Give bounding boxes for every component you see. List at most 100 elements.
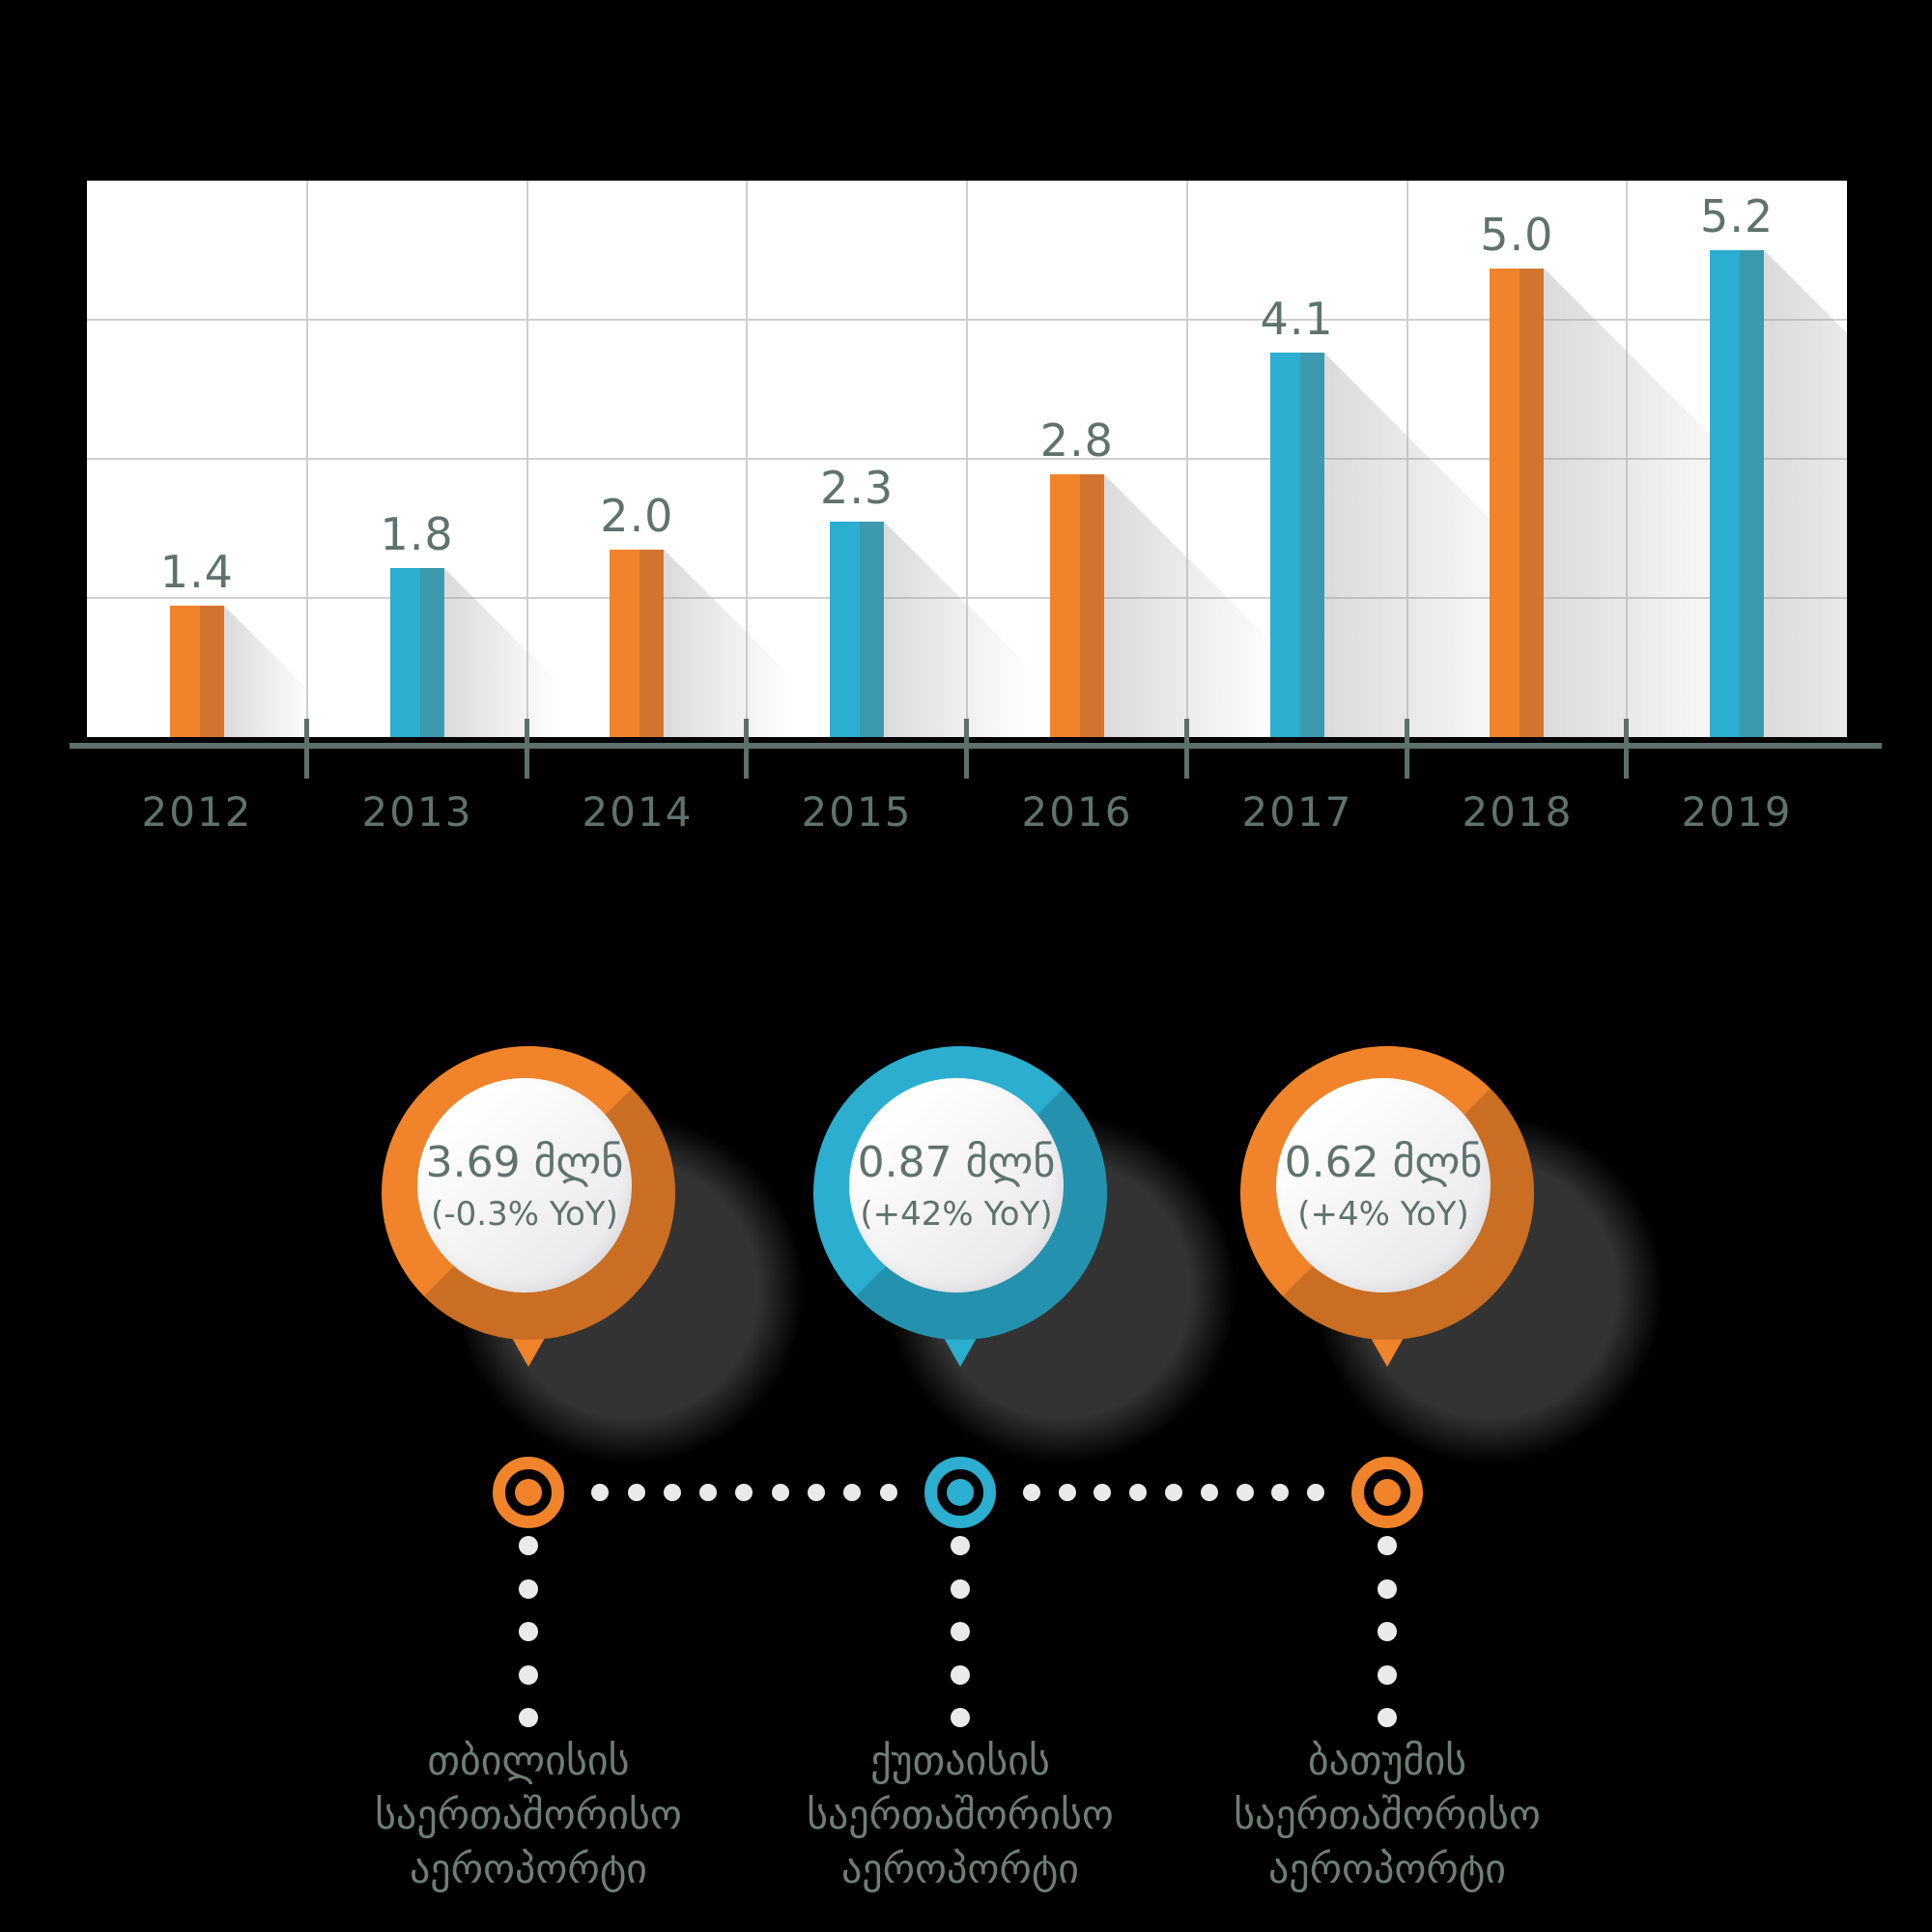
timeline-drop-dot: [951, 1622, 970, 1641]
pin-inner-circle: 3.69 მლნ (-0.3% YoY): [417, 1078, 632, 1293]
timeline-dot: [843, 1484, 862, 1501]
timeline-drop-dot: [519, 1622, 538, 1641]
timeline-drop-dot: [951, 1664, 970, 1685]
location-pin: 0.62 მლნ (+4% YoY): [1240, 1046, 1662, 1463]
x-axis-line: [70, 743, 1882, 749]
timeline-dot: [1129, 1484, 1148, 1501]
timeline-drop-dot: [1378, 1664, 1397, 1685]
timeline-dot: [1022, 1484, 1040, 1501]
grid-line-horizontal: [87, 319, 1847, 321]
timeline-dot: [1271, 1484, 1290, 1501]
bar: [1269, 353, 1324, 737]
timeline-marker-dot: [947, 1479, 974, 1506]
bar: [830, 522, 885, 737]
x-axis-year-label: 2014: [582, 788, 694, 836]
pin-inner-circle: 0.87 მლნ (+42% YoY): [849, 1078, 1064, 1293]
airport-label-line: საერთაშორისო: [375, 1791, 682, 1838]
airport-label: თბილისის საერთაშორისო აეროპორტი: [258, 1734, 799, 1896]
x-axis-year-label: 2018: [1462, 788, 1574, 836]
airport-label-line: აეროპორტი: [409, 1845, 648, 1892]
x-axis-year-label: 2013: [361, 788, 473, 836]
x-axis-tick: [1184, 719, 1189, 779]
timeline-marker-dot: [515, 1479, 542, 1506]
timeline-marker-dot: [1374, 1479, 1401, 1506]
location-pin: 0.87 მლნ (+42% YoY): [813, 1046, 1236, 1463]
timeline-dotted-line: [1005, 1484, 1343, 1501]
pin-value-text: 3.69 მლნ: [425, 1137, 624, 1187]
airport-label-line: საერთაშორისო: [807, 1791, 1114, 1838]
timeline-drop-dot: [519, 1578, 538, 1599]
timeline-drop-dot: [1378, 1536, 1397, 1555]
chart-plot-area: 1.4 1.8 2.0 2.3 2.8 4.1 5.0 5.2: [87, 181, 1847, 737]
timeline-drop-dot: [1378, 1708, 1397, 1727]
airport-label: ქუთაისის საერთაშორისო აეროპორტი: [690, 1734, 1231, 1896]
bar: [1490, 269, 1545, 737]
x-axis-tick: [525, 719, 529, 779]
timeline-dot: [1058, 1484, 1076, 1501]
timeline-dot: [663, 1484, 681, 1501]
timeline-drop-dot: [519, 1708, 538, 1727]
timeline-dot: [1307, 1484, 1325, 1501]
x-axis-year-label: 2019: [1681, 788, 1793, 836]
pin-yoy-text: (+42% YoY): [860, 1194, 1053, 1234]
timeline-dot: [735, 1484, 753, 1501]
timeline-drop-line: [519, 1536, 538, 1727]
timeline-dot: [879, 1484, 897, 1501]
x-axis-tick: [1624, 719, 1629, 779]
pin-value-text: 0.62 მლნ: [1284, 1137, 1483, 1187]
bar: [389, 568, 444, 737]
bar-drop-shadow: [1764, 250, 1847, 737]
timeline-drop-dot: [519, 1536, 538, 1555]
timeline-drop-line: [1378, 1536, 1397, 1727]
airport-label-line: აეროპორტი: [840, 1845, 1080, 1892]
timeline-dot: [808, 1484, 826, 1501]
pin-value-text: 0.87 მლნ: [857, 1137, 1056, 1187]
grid-line-horizontal: [87, 458, 1847, 460]
airport-label-line: თბილისის: [427, 1737, 630, 1784]
x-axis-year-label: 2017: [1241, 788, 1353, 836]
bar-value-label: 2.0: [600, 490, 674, 542]
x-axis-tick: [1405, 719, 1409, 779]
x-axis-year-label: 2015: [801, 788, 913, 836]
bar-value-label: 2.8: [1039, 414, 1114, 467]
bar-value-label: 4.1: [1260, 293, 1334, 345]
pin-yoy-text: (+4% YoY): [1297, 1194, 1469, 1234]
bar: [1710, 250, 1765, 737]
bar-value-label: 2.3: [820, 462, 895, 514]
grid-line-horizontal: [87, 597, 1847, 599]
airport-label-line: საერთაშორისო: [1234, 1791, 1541, 1838]
timeline-drop-dot: [951, 1708, 970, 1727]
airport-label-line: ქუთაისის: [870, 1737, 1050, 1784]
x-axis-year-label: 2012: [141, 788, 253, 836]
pin-yoy-text: (-0.3% YoY): [431, 1194, 618, 1234]
pin-inner-circle: 0.62 მლნ (+4% YoY): [1276, 1078, 1491, 1293]
bar-value-label: 1.4: [159, 546, 234, 598]
timeline-dot: [591, 1484, 610, 1501]
bar: [610, 550, 665, 737]
x-axis-year-label: 2016: [1021, 788, 1133, 836]
airport-label: ბათუმის საერთაშორისო აეროპორტი: [1117, 1734, 1658, 1896]
timeline-dotted-line: [573, 1484, 916, 1501]
timeline-dot: [1094, 1484, 1112, 1501]
x-axis-tick: [744, 719, 749, 779]
bar: [169, 606, 224, 737]
timeline-dot: [1200, 1484, 1218, 1501]
x-axis-tick: [304, 719, 309, 779]
airport-label-line: აეროპორტი: [1267, 1845, 1507, 1892]
timeline-dot: [699, 1484, 718, 1501]
x-axis-tick: [964, 719, 969, 779]
timeline-dot: [627, 1484, 645, 1501]
timeline-drop-dot: [951, 1536, 970, 1555]
bar: [1049, 474, 1104, 737]
airport-label-line: ბათუმის: [1307, 1737, 1467, 1784]
bar-value-label: 5.0: [1480, 209, 1554, 261]
timeline-drop-dot: [519, 1664, 538, 1685]
timeline-drop-dot: [1378, 1578, 1397, 1599]
timeline-drop-line: [951, 1536, 970, 1727]
timeline-dot: [771, 1484, 789, 1501]
